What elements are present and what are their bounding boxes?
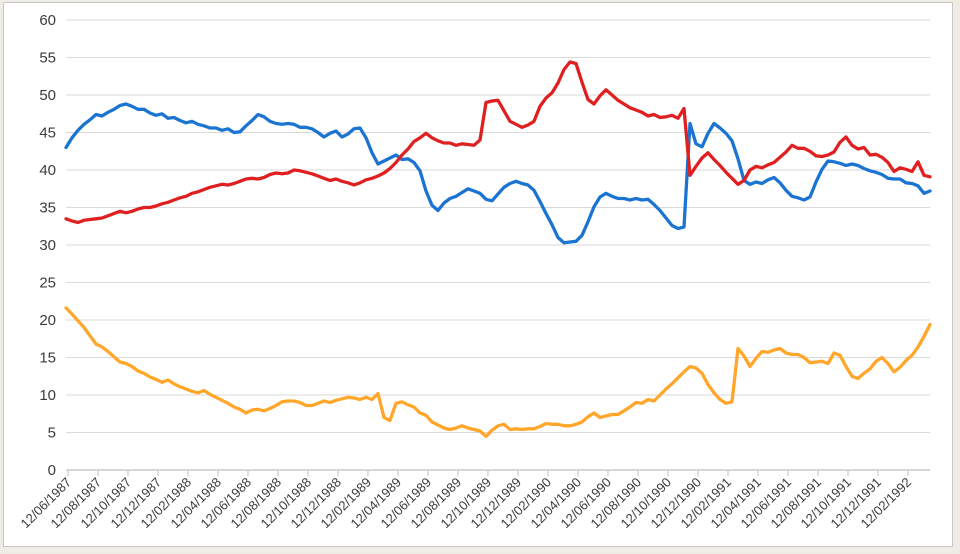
y-axis-tick-label: 0 <box>48 462 56 479</box>
y-axis-tick-label: 10 <box>39 387 56 404</box>
y-axis-tick-label: 35 <box>39 200 56 217</box>
y-axis-tick-label: 45 <box>39 125 56 142</box>
y-axis-tick-label: 20 <box>39 312 56 329</box>
series-line-red <box>64 60 932 225</box>
series-line-orange <box>64 306 932 438</box>
y-axis-tick-label: 30 <box>39 237 56 254</box>
series-line-blue <box>64 102 932 245</box>
y-axis-tick-label: 55 <box>39 50 56 67</box>
y-axis-tick-label: 40 <box>39 162 56 179</box>
y-axis-tick-label: 15 <box>39 350 56 367</box>
line-chart-canvas: 05101520253035404550556012/06/198712/08/… <box>17 12 932 531</box>
y-axis-tick-label: 5 <box>48 425 56 442</box>
y-axis-tick-label: 50 <box>39 87 56 104</box>
y-axis-tick-label: 25 <box>39 275 56 292</box>
chart-frame: 0 5 10 15 20 25 30 35 40 45 50 55 60 12/06/1987 12/08/… <box>3 2 953 547</box>
y-axis-tick-label: 60 <box>39 12 56 29</box>
